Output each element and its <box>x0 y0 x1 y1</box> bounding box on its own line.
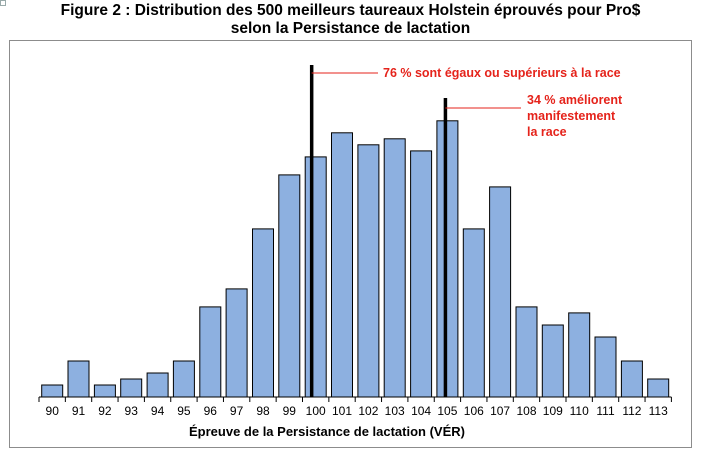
bar-105 <box>436 120 459 398</box>
x-tick-label-104: 104 <box>411 404 431 418</box>
plot-frame: 90 91 92 93 94 95 96 97 98 99 100 101 102 103 104 105 10… <box>9 40 692 448</box>
bar-95 <box>172 360 195 398</box>
bar-112 <box>620 360 643 398</box>
x-tick-label-113: 113 <box>649 404 668 418</box>
bar-92 <box>93 384 116 398</box>
x-tick-label-95: 95 <box>177 404 191 418</box>
x-tick-label-94: 94 <box>151 404 165 418</box>
x-tick-label-99: 99 <box>283 404 297 418</box>
bar-108 <box>515 306 538 398</box>
chart-title-line-2: selon la Persistance de lactation <box>230 20 471 37</box>
corner-mark <box>0 0 6 6</box>
x-tick-label-97: 97 <box>230 404 244 418</box>
bar-100 <box>304 156 327 398</box>
x-tick-label-98: 98 <box>256 404 270 418</box>
annotation-105-line-1: 34 % améliorent <box>527 93 623 107</box>
x-axis-label: Épreuve de la Persistance de lactation (… <box>189 424 465 439</box>
bar-97 <box>225 288 248 398</box>
bar-101 <box>331 132 353 398</box>
bar-113 <box>647 378 670 398</box>
chart-title-line-1: Figure 2 : Distribution des 500 meilleur… <box>60 2 641 19</box>
x-tick-label-112: 112 <box>622 404 641 418</box>
x-tick-label-107: 107 <box>490 404 510 418</box>
bar-90 <box>41 384 64 398</box>
x-tick-label-96: 96 <box>204 404 218 418</box>
annotation-100: 76 % sont égaux ou supérieurs à la race <box>383 66 621 80</box>
bar-91 <box>67 360 90 398</box>
bar-107 <box>489 186 512 398</box>
annotation-105-line-3: la race <box>527 125 567 139</box>
bar-93 <box>120 378 143 398</box>
x-tick-label-102: 102 <box>358 404 378 418</box>
bar-111 <box>594 336 617 398</box>
bar-103 <box>383 138 406 398</box>
bar-110 <box>568 312 591 398</box>
bar-94 <box>146 372 169 398</box>
bar-102 <box>357 144 380 398</box>
bar-104 <box>410 150 433 398</box>
bar-99 <box>278 174 301 398</box>
x-tick-label-100: 100 <box>306 404 326 418</box>
bar-109 <box>541 324 564 398</box>
x-tick-label-101: 101 <box>332 404 352 418</box>
chart: 90 91 92 93 94 95 96 97 98 99 100 101 102 103 104 105 10… <box>38 65 672 439</box>
x-tick-label-93: 93 <box>125 404 139 418</box>
annotation-105-line-2: manifestement <box>527 109 616 123</box>
bar-106 <box>462 228 485 398</box>
x-tick-label-90: 90 <box>46 404 60 418</box>
bar-98 <box>252 228 274 398</box>
bar-96 <box>199 306 222 398</box>
chart-title: Figure 2 : Distribution des 500 meilleur… <box>0 2 701 38</box>
x-tick-label-91: 91 <box>72 404 86 418</box>
x-tick-label-92: 92 <box>98 404 112 418</box>
x-tick-label-110: 110 <box>570 404 589 418</box>
x-tick-label-103: 103 <box>385 404 405 418</box>
x-tick-label-109: 109 <box>543 404 563 418</box>
x-tick-label-111: 111 <box>596 404 615 418</box>
x-tick-label-106: 106 <box>464 404 484 418</box>
x-tick-label-108: 108 <box>516 404 536 418</box>
x-tick-label-105: 105 <box>437 404 457 418</box>
